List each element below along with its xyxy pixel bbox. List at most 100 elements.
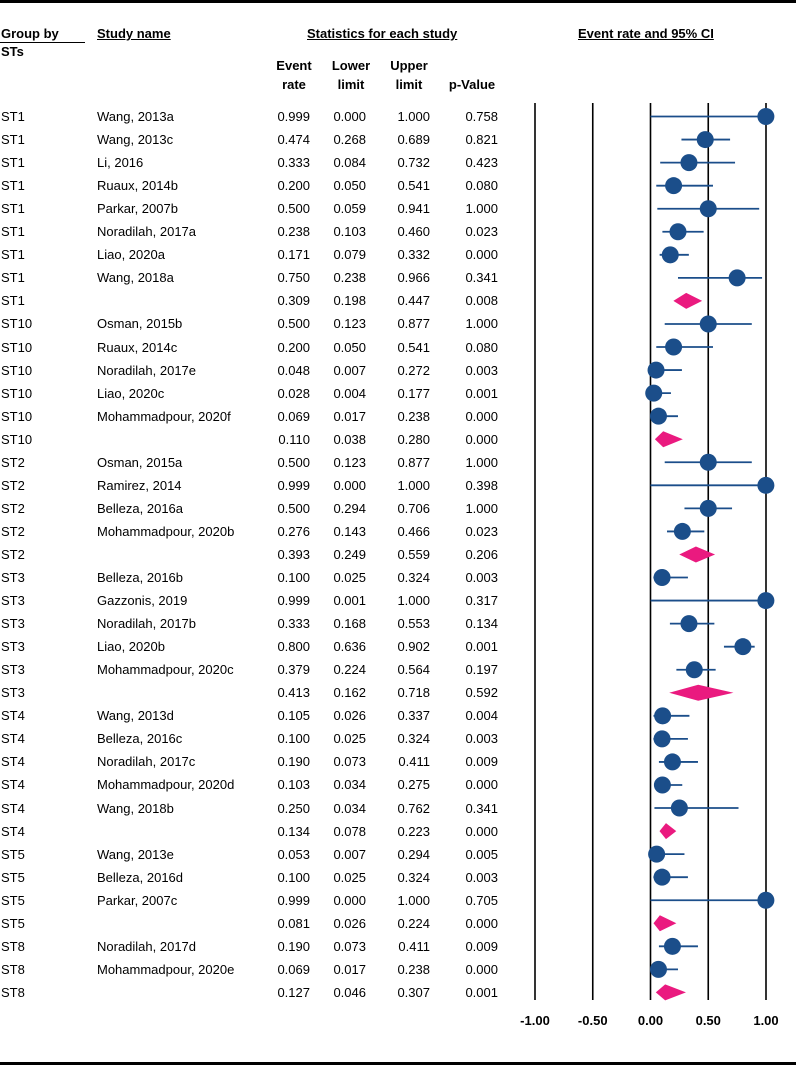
lower-limit-cell: 0.050 [333, 178, 366, 194]
table-row: ST3 Mohammadpour, 2020c 0.379 0.224 0.564 0.1… [0, 658, 520, 681]
lower-limit-cell: 0.026 [333, 708, 366, 724]
study-name-cell: Wang, 2013a [97, 109, 174, 124]
p-value-cell: 0.592 [465, 685, 498, 701]
study-name-cell: Wang, 2013e [97, 846, 174, 862]
x-tick-label: -1.00 [520, 1013, 550, 1028]
event-rate-cell: 0.309 [277, 293, 310, 309]
study-name-cell: Mohammadpour, 2020b [97, 523, 235, 539]
lower-limit-cell: 0.103 [333, 224, 366, 240]
study-name-cell: Ramirez, 2014 [97, 477, 182, 493]
table-row: ST1 Ruaux, 2014b 0.200 0.050 0.541 0.080 [0, 174, 520, 197]
upper-limit-cell: 0.307 [397, 984, 430, 1000]
upper-limit-cell: 0.466 [397, 523, 430, 539]
header-study-name: Study name [97, 26, 171, 41]
summary-row: ST5 0.081 0.026 0.224 0.000 [0, 912, 520, 935]
p-value-cell: 0.317 [465, 593, 498, 609]
lower-limit-cell: 0.073 [333, 754, 366, 770]
p-value-cell: 0.023 [465, 523, 498, 539]
upper-limit-cell: 0.460 [397, 224, 430, 240]
study-marker [653, 868, 671, 886]
study-name-cell: Mohammadpour, 2020e [97, 961, 235, 977]
lower-limit-cell: 0.079 [333, 247, 366, 263]
p-value-cell: 1.000 [465, 201, 498, 217]
table-row: ST4 Noradilah, 2017c 0.190 0.073 0.411 0.009 [0, 750, 520, 773]
event-rate-cell: 0.100 [277, 869, 310, 885]
event-rate-cell: 0.190 [277, 938, 310, 954]
group-cell: ST4 [1, 823, 25, 839]
p-value-cell: 0.134 [465, 616, 498, 632]
event-rate-cell: 0.100 [277, 570, 310, 585]
table-row: ST1 Noradilah, 2017a 0.238 0.103 0.460 0.023 [0, 220, 520, 243]
table-row: ST10 Liao, 2020c 0.028 0.004 0.177 0.001 [0, 382, 520, 405]
study-name-cell: Belleza, 2016a [97, 500, 184, 516]
lower-limit-cell: 0.025 [333, 731, 366, 747]
group-cell: ST10 [1, 316, 33, 332]
upper-limit-cell: 0.541 [397, 178, 430, 194]
table-row: ST1 Wang, 2018a 0.750 0.238 0.966 0.341 [0, 266, 520, 289]
upper-limit-cell: 1.000 [397, 892, 430, 908]
upper-limit-cell: 0.337 [397, 708, 430, 724]
event-rate-cell: 0.276 [277, 523, 310, 539]
summary-diamond [653, 915, 677, 932]
group-cell: ST1 [1, 178, 25, 194]
lower-limit-cell: 0.025 [333, 869, 366, 885]
event-rate-cell: 0.081 [277, 915, 310, 931]
lower-limit-cell: 0.084 [333, 155, 366, 171]
study-marker [734, 638, 752, 656]
upper-limit-cell: 0.966 [397, 270, 430, 286]
group-cell: ST4 [1, 731, 25, 747]
study-name-cell: Noradilah, 2017c [97, 754, 196, 770]
upper-limit-cell: 0.447 [397, 293, 430, 309]
upper-limit-cell: 0.275 [397, 777, 430, 793]
study-marker [654, 707, 672, 725]
group-cell: ST1 [1, 155, 25, 171]
table-row: ST3 Noradilah, 2017b 0.333 0.168 0.553 0.134 [0, 612, 520, 635]
p-value-cell: 0.821 [465, 132, 498, 148]
upper-limit-cell: 0.941 [397, 201, 430, 217]
p-value-cell: 0.080 [465, 178, 498, 194]
study-marker [685, 661, 703, 679]
p-value-cell: 0.398 [465, 477, 498, 493]
lower-limit-cell: 0.038 [333, 431, 366, 447]
col-header-upper-limit: Upper limit [390, 58, 428, 92]
upper-limit-cell: 0.324 [397, 869, 430, 885]
study-marker [653, 776, 671, 794]
upper-limit-cell: 0.411 [398, 938, 430, 954]
lower-limit-cell: 0.007 [333, 362, 366, 378]
p-value-cell: 0.758 [465, 109, 498, 124]
study-marker [665, 177, 683, 195]
p-value-cell: 0.000 [465, 408, 498, 424]
study-name-cell: Gazzonis, 2019 [97, 593, 188, 609]
table-row: ST10 Mohammadpour, 2020f 0.069 0.017 0.238 0.… [0, 405, 520, 428]
group-cell: ST1 [1, 270, 25, 286]
lower-limit-cell: 0.001 [333, 593, 366, 609]
study-name-cell: Liao, 2020c [97, 385, 165, 401]
p-value-cell: 0.000 [465, 777, 498, 793]
group-cell: ST8 [1, 984, 25, 1000]
event-rate-cell: 0.800 [277, 639, 310, 655]
col-header-p-value: p-Value [448, 77, 496, 92]
group-cell: ST2 [1, 477, 25, 493]
study-marker [728, 269, 746, 287]
lower-limit-cell: 0.238 [333, 270, 366, 286]
group-cell: ST3 [1, 616, 25, 632]
event-rate-cell: 0.105 [277, 708, 310, 724]
lower-limit-cell: 0.224 [333, 662, 366, 678]
upper-limit-cell: 0.177 [397, 385, 430, 401]
group-cell: ST5 [1, 892, 25, 908]
upper-limit-cell: 0.238 [397, 408, 430, 424]
group-cell: ST10 [1, 431, 33, 447]
lower-limit-cell: 0.050 [333, 339, 366, 355]
lower-limit-cell: 0.268 [333, 132, 366, 148]
table-row: ST5 Parkar, 2007c 0.999 0.000 1.000 0.705 [0, 889, 520, 912]
lower-limit-cell: 0.059 [333, 201, 366, 217]
summary-row: ST8 0.127 0.046 0.307 0.001 [0, 981, 520, 1004]
study-marker [680, 154, 698, 172]
group-cell: ST3 [1, 685, 25, 701]
header-group-by-underline [0, 42, 85, 43]
upper-limit-cell: 1.000 [397, 593, 430, 609]
study-marker [757, 108, 775, 126]
study-marker [669, 223, 687, 241]
p-value-cell: 1.000 [465, 500, 498, 516]
p-value-cell: 0.080 [465, 339, 498, 355]
